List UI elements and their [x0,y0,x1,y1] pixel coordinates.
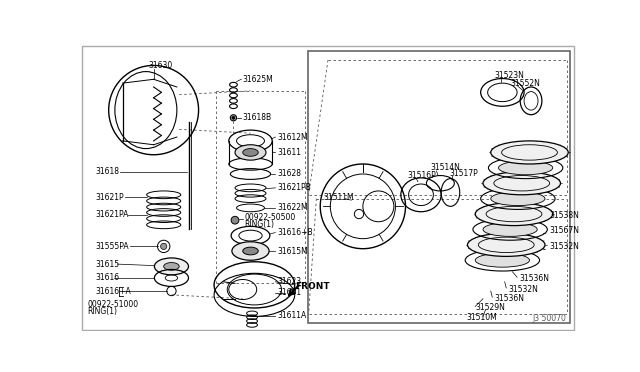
Ellipse shape [483,172,561,195]
Text: 31536N: 31536N [520,274,549,283]
Text: 31615M: 31615M [278,247,308,256]
Ellipse shape [164,263,179,270]
Text: 31621PB: 31621PB [278,183,312,192]
Text: 31532N: 31532N [550,242,580,251]
Text: 31611: 31611 [278,148,301,157]
Ellipse shape [491,141,568,164]
Ellipse shape [476,202,553,225]
Text: 31612M: 31612M [278,132,308,141]
Ellipse shape [483,222,537,236]
Text: 31618: 31618 [95,167,120,176]
Text: 31532N: 31532N [509,285,538,294]
Ellipse shape [491,192,545,206]
Text: 31625M: 31625M [243,75,273,84]
Text: 31622M: 31622M [278,203,308,212]
Text: 31536N: 31536N [495,294,525,303]
Text: 31621PA: 31621PA [95,210,129,219]
Text: 31628: 31628 [278,170,301,179]
Text: 31555PA: 31555PA [95,242,129,251]
Text: 31552N: 31552N [510,78,540,88]
Text: 31615: 31615 [95,260,120,269]
Text: FRONT: FRONT [296,282,330,291]
Text: 31616: 31616 [95,273,120,282]
Ellipse shape [476,253,529,267]
Text: 31510M: 31510M [466,314,497,323]
Text: 31538N: 31538N [550,211,580,220]
Text: 00922-50500: 00922-50500 [244,214,296,222]
Text: 31618B: 31618B [243,113,272,122]
Text: 31621P: 31621P [95,193,124,202]
Text: 31623: 31623 [278,277,301,286]
Text: 31691: 31691 [278,288,301,297]
Ellipse shape [499,161,553,175]
Text: 31529N: 31529N [476,304,505,312]
Text: 31514N: 31514N [430,163,460,172]
Text: 31516P: 31516P [408,171,436,180]
Ellipse shape [154,258,189,275]
Text: 31611A: 31611A [278,311,307,320]
Circle shape [232,116,235,119]
Circle shape [161,243,167,250]
Text: 31523N: 31523N [495,71,525,80]
Text: 31630: 31630 [148,61,172,70]
Circle shape [230,115,237,121]
Text: 31616+B: 31616+B [278,228,313,237]
Text: 31511M: 31511M [323,193,354,202]
Ellipse shape [467,233,545,256]
Circle shape [231,217,239,224]
Text: RING(1): RING(1) [88,307,118,315]
Ellipse shape [232,242,269,260]
Ellipse shape [243,148,259,156]
Text: 31517P: 31517P [450,169,479,178]
Text: 31567N: 31567N [550,227,580,235]
Text: J3 50070: J3 50070 [533,314,566,323]
Bar [308,51,570,323]
Ellipse shape [243,247,259,255]
Ellipse shape [235,145,266,160]
Text: RING(1): RING(1) [244,219,275,228]
Text: 31616+A: 31616+A [95,286,131,295]
Text: 00922-51000: 00922-51000 [88,301,139,310]
